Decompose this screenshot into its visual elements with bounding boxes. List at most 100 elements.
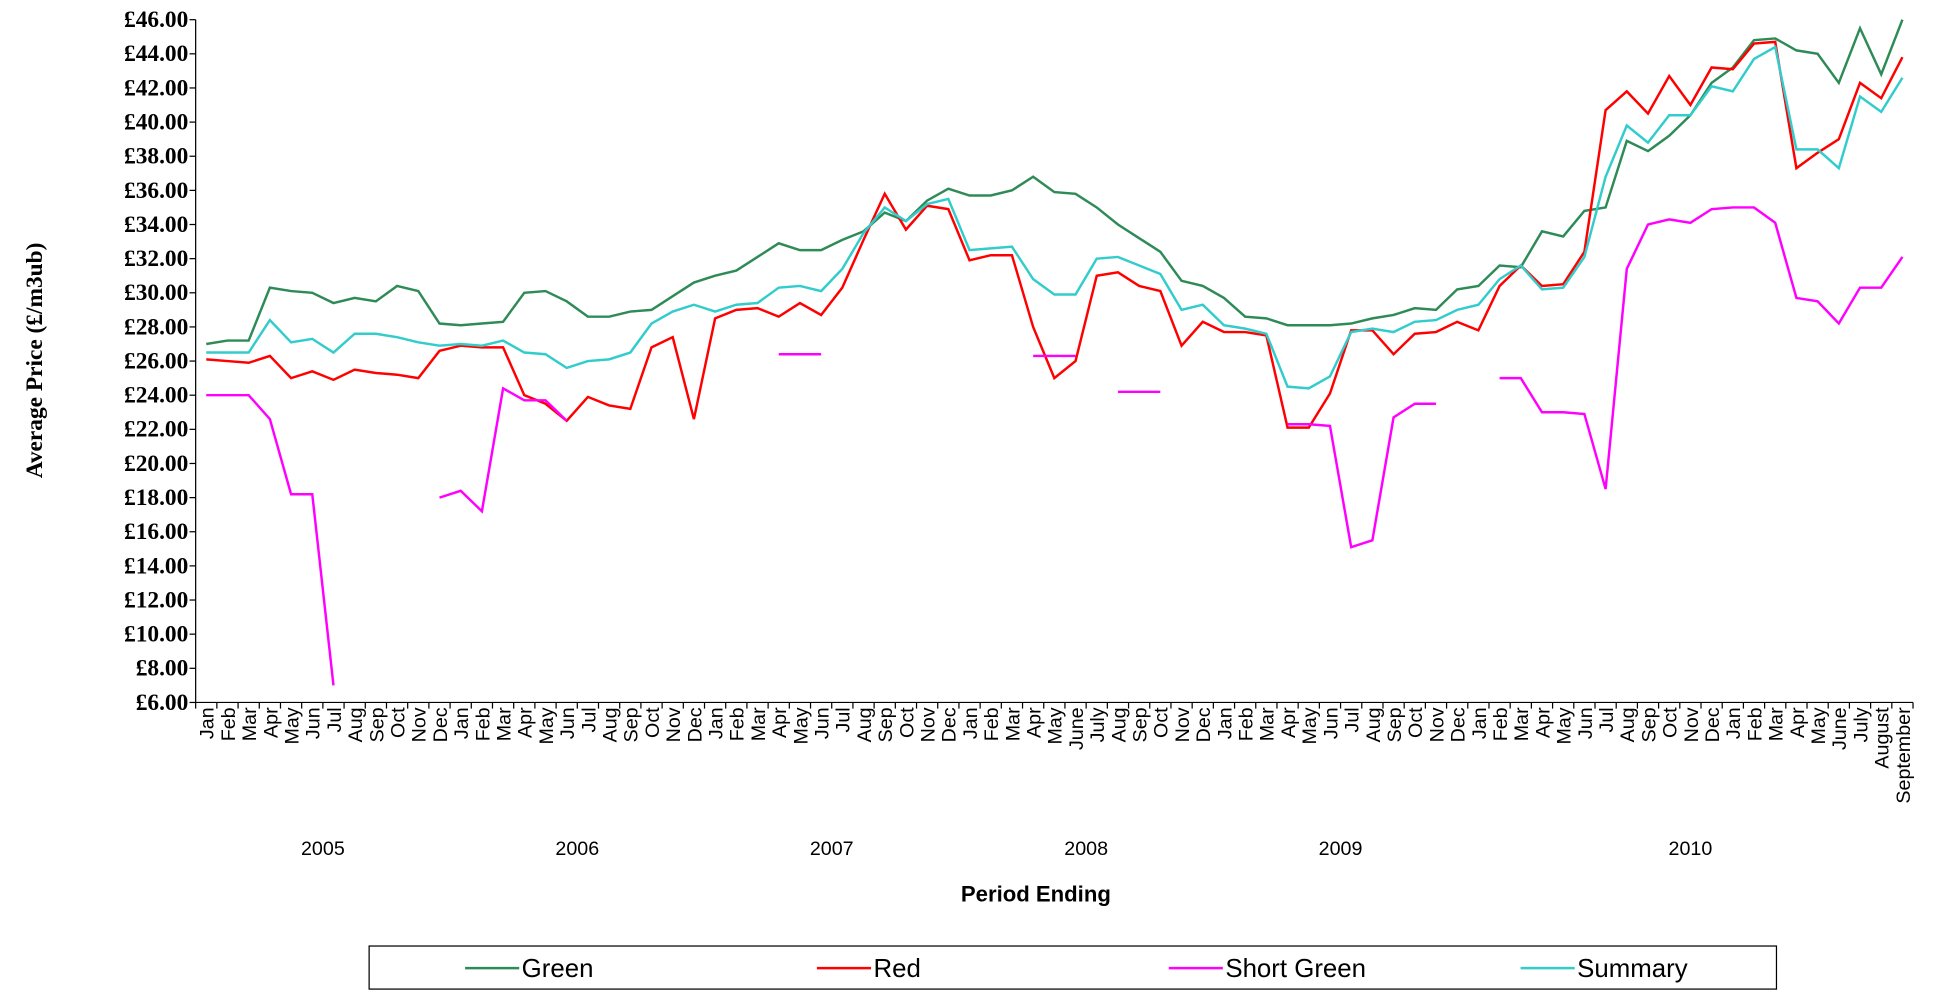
legend-label: Green <box>522 955 594 983</box>
x-tick-label: Jul <box>1596 707 1618 732</box>
year-label: 2006 <box>555 838 599 860</box>
year-label: 2007 <box>810 838 854 860</box>
x-axis-title: Period Ending <box>961 882 1111 907</box>
x-tick-label: Nov <box>918 707 940 742</box>
y-tick-label: £6.00 <box>136 690 189 716</box>
y-tick-label: £24.00 <box>124 383 188 409</box>
x-tick-label: Nov <box>1172 707 1194 742</box>
series-line <box>206 45 1904 390</box>
x-tick-label: May <box>1045 707 1067 744</box>
series-line <box>206 19 1904 346</box>
y-tick-label: £12.00 <box>124 587 188 613</box>
y-tick-label: £28.00 <box>124 314 188 340</box>
series-line <box>206 206 1904 686</box>
x-tick-label: Jul <box>833 707 855 732</box>
x-tick-label: Dec <box>1702 707 1724 742</box>
x-tick-label: Sep <box>621 707 643 742</box>
x-tick-label: Jul <box>578 707 600 732</box>
x-tick-label: Aug <box>345 707 367 742</box>
x-tick-label: Feb <box>472 707 494 741</box>
x-tick-label: September <box>1893 707 1915 804</box>
year-label: 2010 <box>1669 838 1713 860</box>
x-tick-label: June <box>1066 707 1088 750</box>
y-tick-label: £22.00 <box>124 417 188 443</box>
x-tick-label: Feb <box>1490 707 1512 741</box>
x-tick-label: Jan <box>1469 707 1491 739</box>
x-tick-label: Mar <box>1766 707 1788 741</box>
x-tick-label: Oct <box>1151 707 1173 738</box>
x-tick-label: Jun <box>303 707 325 739</box>
x-tick-label: Aug <box>1363 707 1385 742</box>
x-tick-label: Feb <box>981 707 1003 741</box>
y-tick-label: £34.00 <box>124 212 188 238</box>
y-tick-label: £32.00 <box>124 246 188 272</box>
x-tick-label: Jun <box>557 707 579 739</box>
x-tick-label: Aug <box>599 707 621 742</box>
y-tick-label: £42.00 <box>124 75 188 101</box>
x-tick-label: Dec <box>684 707 706 742</box>
x-tick-label: Feb <box>727 707 749 741</box>
x-tick-label: Jan <box>960 707 982 739</box>
x-tick-label: Aug <box>1617 707 1639 742</box>
y-tick-label: £18.00 <box>124 485 188 511</box>
x-tick-label: Apr <box>260 707 282 738</box>
x-tick-label: Jan <box>197 707 219 739</box>
x-tick-label: Oct <box>1405 707 1427 738</box>
x-tick-label: July <box>1850 707 1872 742</box>
x-tick-label: Mar <box>748 707 770 741</box>
x-tick-label: Feb <box>1744 707 1766 741</box>
x-tick-label: Jun <box>1575 707 1597 739</box>
y-tick-label: £36.00 <box>124 178 188 204</box>
x-tick-label: June <box>1829 707 1851 750</box>
x-tick-label: Dec <box>1193 707 1215 742</box>
y-tick-label: £14.00 <box>124 553 188 579</box>
x-tick-label: Aug <box>854 707 876 742</box>
x-tick-label: Jul <box>1342 707 1364 732</box>
x-tick-label: Mar <box>1511 707 1533 741</box>
x-tick-label: Mar <box>1257 707 1279 741</box>
x-tick-label: May <box>1299 707 1321 744</box>
year-label: 2005 <box>301 838 345 860</box>
x-tick-label: Oct <box>642 707 664 738</box>
x-tick-label: May <box>536 707 558 744</box>
x-tick-label: May <box>1554 707 1576 744</box>
legend-label: Red <box>874 955 921 983</box>
x-tick-label: Jan <box>1723 707 1745 739</box>
y-axis-title: Average Price (£/m3ub) <box>22 243 48 479</box>
x-tick-label: Dec <box>1448 707 1470 742</box>
x-tick-label: July <box>1087 707 1109 742</box>
x-tick-label: Mar <box>1002 707 1024 741</box>
y-tick-label: £20.00 <box>124 451 188 477</box>
x-tick-label: Apr <box>1787 707 1809 738</box>
x-tick-label: May <box>790 707 812 744</box>
y-tick-label: £38.00 <box>124 144 188 170</box>
x-tick-label: Sep <box>1638 707 1660 742</box>
y-tick-label: £8.00 <box>136 656 189 682</box>
y-tick-label: £16.00 <box>124 519 188 545</box>
y-tick-label: £46.00 <box>124 7 188 33</box>
x-tick-label: Nov <box>409 707 431 742</box>
x-tick-label: Apr <box>769 707 791 738</box>
x-tick-label: Oct <box>387 707 409 738</box>
series-line <box>206 40 1904 429</box>
y-tick-label: £44.00 <box>124 41 188 67</box>
x-tick-label: Jan <box>705 707 727 739</box>
x-tick-label: May <box>281 707 303 744</box>
x-tick-label: Mar <box>239 707 261 741</box>
x-tick-label: May <box>1808 707 1830 744</box>
x-tick-label: Jan <box>1214 707 1236 739</box>
x-tick-label: Apr <box>1278 707 1300 738</box>
x-tick-label: Nov <box>1681 707 1703 742</box>
x-tick-label: Apr <box>515 707 537 738</box>
x-tick-label: Jan <box>451 707 473 739</box>
y-tick-label: £40.00 <box>124 109 188 135</box>
x-tick-label: Jun <box>812 707 834 739</box>
year-label: 2008 <box>1064 838 1108 860</box>
x-tick-label: Feb <box>218 707 240 741</box>
x-tick-label: Sep <box>875 707 897 742</box>
x-tick-label: Jun <box>1320 707 1342 739</box>
legend-box <box>368 945 1778 990</box>
x-tick-label: Dec <box>939 707 961 742</box>
